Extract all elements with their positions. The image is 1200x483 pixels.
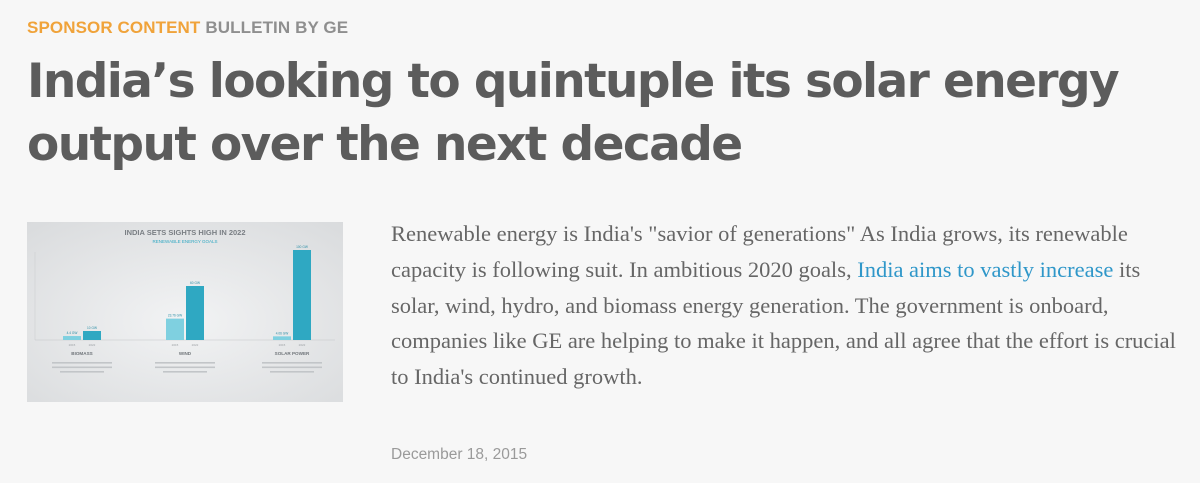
infographic-group-label: SOLAR POWER <box>275 351 310 356</box>
infographic-subtitle: RENEWABLE ENERGY GOALS <box>152 239 217 244</box>
infographic-bar <box>63 336 81 340</box>
publish-date: December 18, 2015 <box>391 446 528 463</box>
infographic-bar-year: 2022 <box>192 343 199 347</box>
infographic-title: INDIA SETS SIGHTS HIGH IN 2022 <box>125 228 246 237</box>
infographic-bar-value: 4.06 GW <box>276 331 289 335</box>
article-headline[interactable]: India’s looking to quintuple its solar e… <box>27 54 1120 172</box>
infographic-caption-line <box>262 362 322 364</box>
infographic-group-label: WIND <box>179 351 192 356</box>
infographic-caption-line <box>163 371 207 373</box>
infographic-bar-year: 2022 <box>299 343 306 347</box>
infographic-caption-line <box>52 362 112 364</box>
infographic-group-labels: BIOMASS WIND SOLAR POWER <box>52 351 322 373</box>
infographic-bar <box>293 250 311 340</box>
summary-text-start: Renewable energy is India's "savior of g… <box>391 221 1128 282</box>
infographic-caption-line <box>52 366 112 369</box>
infographic-caption-line <box>270 371 314 373</box>
infographic-bar <box>166 318 184 340</box>
infographic-bar <box>273 336 291 340</box>
infographic-bar-value: 60 GW <box>190 281 200 285</box>
infographic-bar <box>186 286 204 340</box>
infographic-bars: 4.4 GW 2015 10 GW 2022 23.76 GW 2015 60 GW 2022… <box>63 245 311 347</box>
infographic-bar-value: 23.76 GW <box>168 314 182 318</box>
infographic-caption-line <box>155 362 215 364</box>
sponsor-content-label: SPONSOR CONTENT <box>27 18 201 37</box>
infographic-group-label: BIOMASS <box>71 351 92 356</box>
india-aims-link[interactable]: India aims to vastly increase <box>857 256 1114 282</box>
article-kicker: SPONSOR CONTENT BULLETIN BY GE <box>27 18 348 38</box>
infographic-caption-line <box>60 371 104 373</box>
infographic-bar-value: 10 GW <box>87 326 97 330</box>
infographic-bar-year: 2015 <box>69 343 76 347</box>
infographic-bar <box>83 331 101 340</box>
infographic-caption-line <box>155 366 215 369</box>
infographic-bar-year: 2022 <box>89 343 96 347</box>
infographic-bar-year: 2015 <box>172 343 179 347</box>
bulletin-by-ge-link[interactable]: BULLETIN BY GE <box>205 18 349 37</box>
infographic-caption-line <box>262 366 322 369</box>
summary-text-end: its solar, wind, hydro, and biomass ener… <box>391 256 1176 390</box>
infographic-bar-value: 100 GW <box>296 245 308 249</box>
article-summary: Renewable energy is India's "savior of g… <box>391 216 1181 395</box>
infographic-bar-value: 4.4 GW <box>67 331 78 335</box>
infographic-bar-year: 2015 <box>279 343 286 347</box>
article-thumbnail[interactable]: INDIA SETS SIGHTS HIGH IN 2022 RENEWABLE… <box>27 222 343 402</box>
